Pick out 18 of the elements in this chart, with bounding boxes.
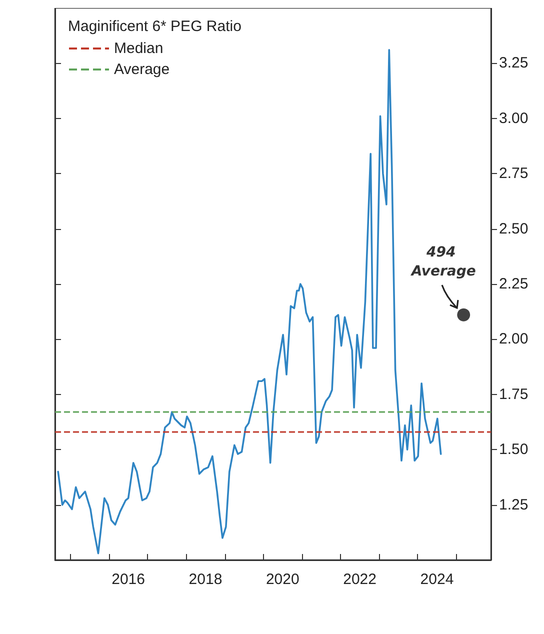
x-tick-label: 2022 [343, 571, 376, 588]
x-tick-label: 2016 [112, 571, 145, 588]
legend-label: Median [114, 40, 164, 57]
annotation: 494 Average [410, 244, 476, 280]
x-tick-label: 2018 [188, 571, 222, 588]
y-tick-label: 2.50 [499, 220, 528, 238]
y-tick-label: 2.25 [499, 276, 528, 292]
x-tick-label: 2024 [420, 571, 454, 588]
y-tick-label: 1.50 [499, 441, 528, 458]
y-tick-label: 2.00 [499, 330, 528, 348]
y-tick-label: 3.25 [499, 54, 528, 72]
y-tick-label: 2.75 [499, 165, 528, 182]
y-tick-label: 3.00 [499, 110, 528, 127]
y-tick-label: 1.25 [499, 496, 528, 514]
text: Maginificent 6* PEG Ratio [68, 18, 242, 35]
x-tick-label: 2020 [266, 571, 300, 588]
y-tick-label: 1.75 [499, 386, 528, 403]
legend-label: Average [114, 61, 170, 78]
